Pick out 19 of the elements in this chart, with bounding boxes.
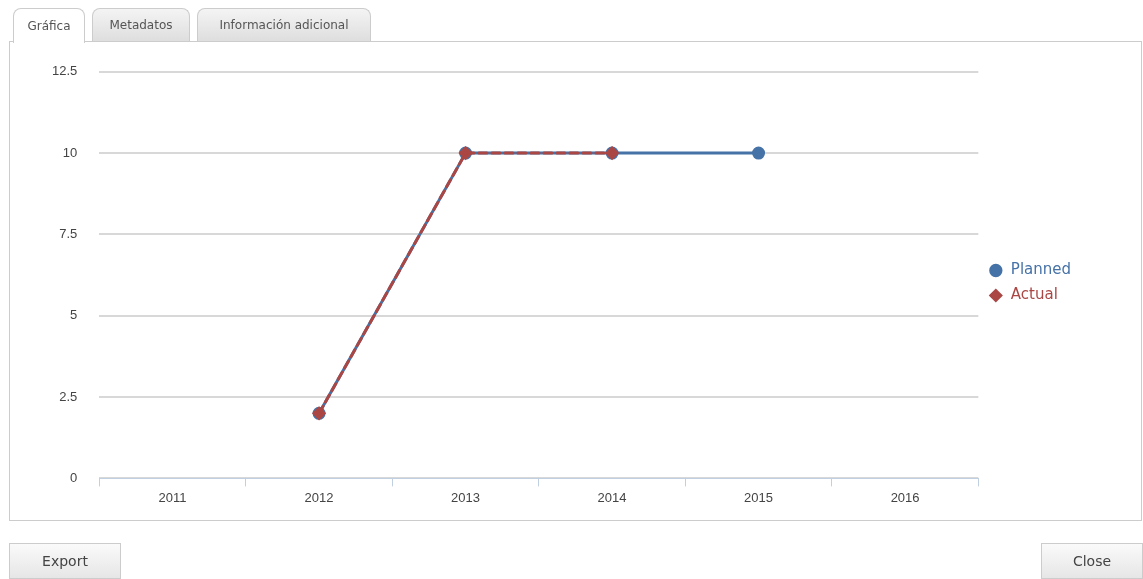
x-tick-label: 2013 [451,489,481,505]
x-tick-label: 2016 [890,489,920,505]
text: Información adicional [197,8,371,41]
text: Metadatos [92,8,190,41]
x-tick-label: 2011 [158,489,187,505]
legend-label: Actual [1010,285,1058,304]
y-tick-label: 10 [62,144,78,160]
x-tick-label: 2014 [597,489,627,505]
text: Export [9,543,121,579]
legend-label: Planned [1010,260,1071,279]
y-tick-label: 2.5 [59,388,78,404]
text: Gráfica [13,8,85,43]
x-tick-label: 2012 [304,489,334,505]
y-tick-label: 12.5 [51,63,78,79]
y-tick-label: 0 [70,469,78,485]
text: Close [1041,543,1143,579]
y-tick-label: 5 [70,307,78,323]
x-tick-label: 2015 [744,489,774,505]
y-tick-label: 7.5 [59,226,78,242]
